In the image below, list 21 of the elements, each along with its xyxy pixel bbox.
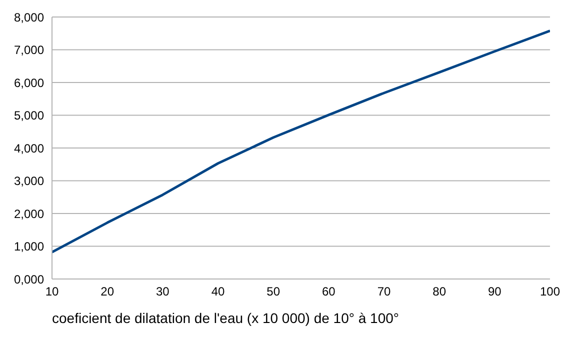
y-tick-label: 1,000 [14, 240, 44, 254]
line-series [52, 30, 550, 254]
x-tick-label: 10 [45, 284, 59, 299]
x-axis-title: coeficient de dilatation de l'eau (x 10 000) de 10° à 100° [52, 310, 400, 326]
y-tick-label: 2,000 [14, 206, 44, 221]
y-tick-label: 7,000 [14, 43, 44, 58]
x-tick-label: 40 [211, 284, 225, 299]
x-tick-label: 100 [540, 284, 560, 299]
y-tick-label: 5,000 [14, 108, 44, 123]
y-tick-label: 6,000 [14, 76, 44, 90]
x-tick-label: 90 [488, 284, 502, 299]
y-tick-label: 4,000 [14, 141, 44, 156]
x-tick-label: 80 [432, 284, 446, 299]
y-tick-label: 3,000 [14, 174, 44, 188]
x-tick-label: 50 [266, 284, 280, 299]
y-tick-label: 8,000 [14, 10, 44, 24]
x-tick-label: 20 [100, 284, 114, 299]
x-tick-label: 30 [156, 284, 170, 299]
x-tick-label: 60 [322, 284, 336, 299]
x-tick-label: 70 [377, 284, 391, 299]
y-tick-label: 0,000 [14, 272, 44, 286]
